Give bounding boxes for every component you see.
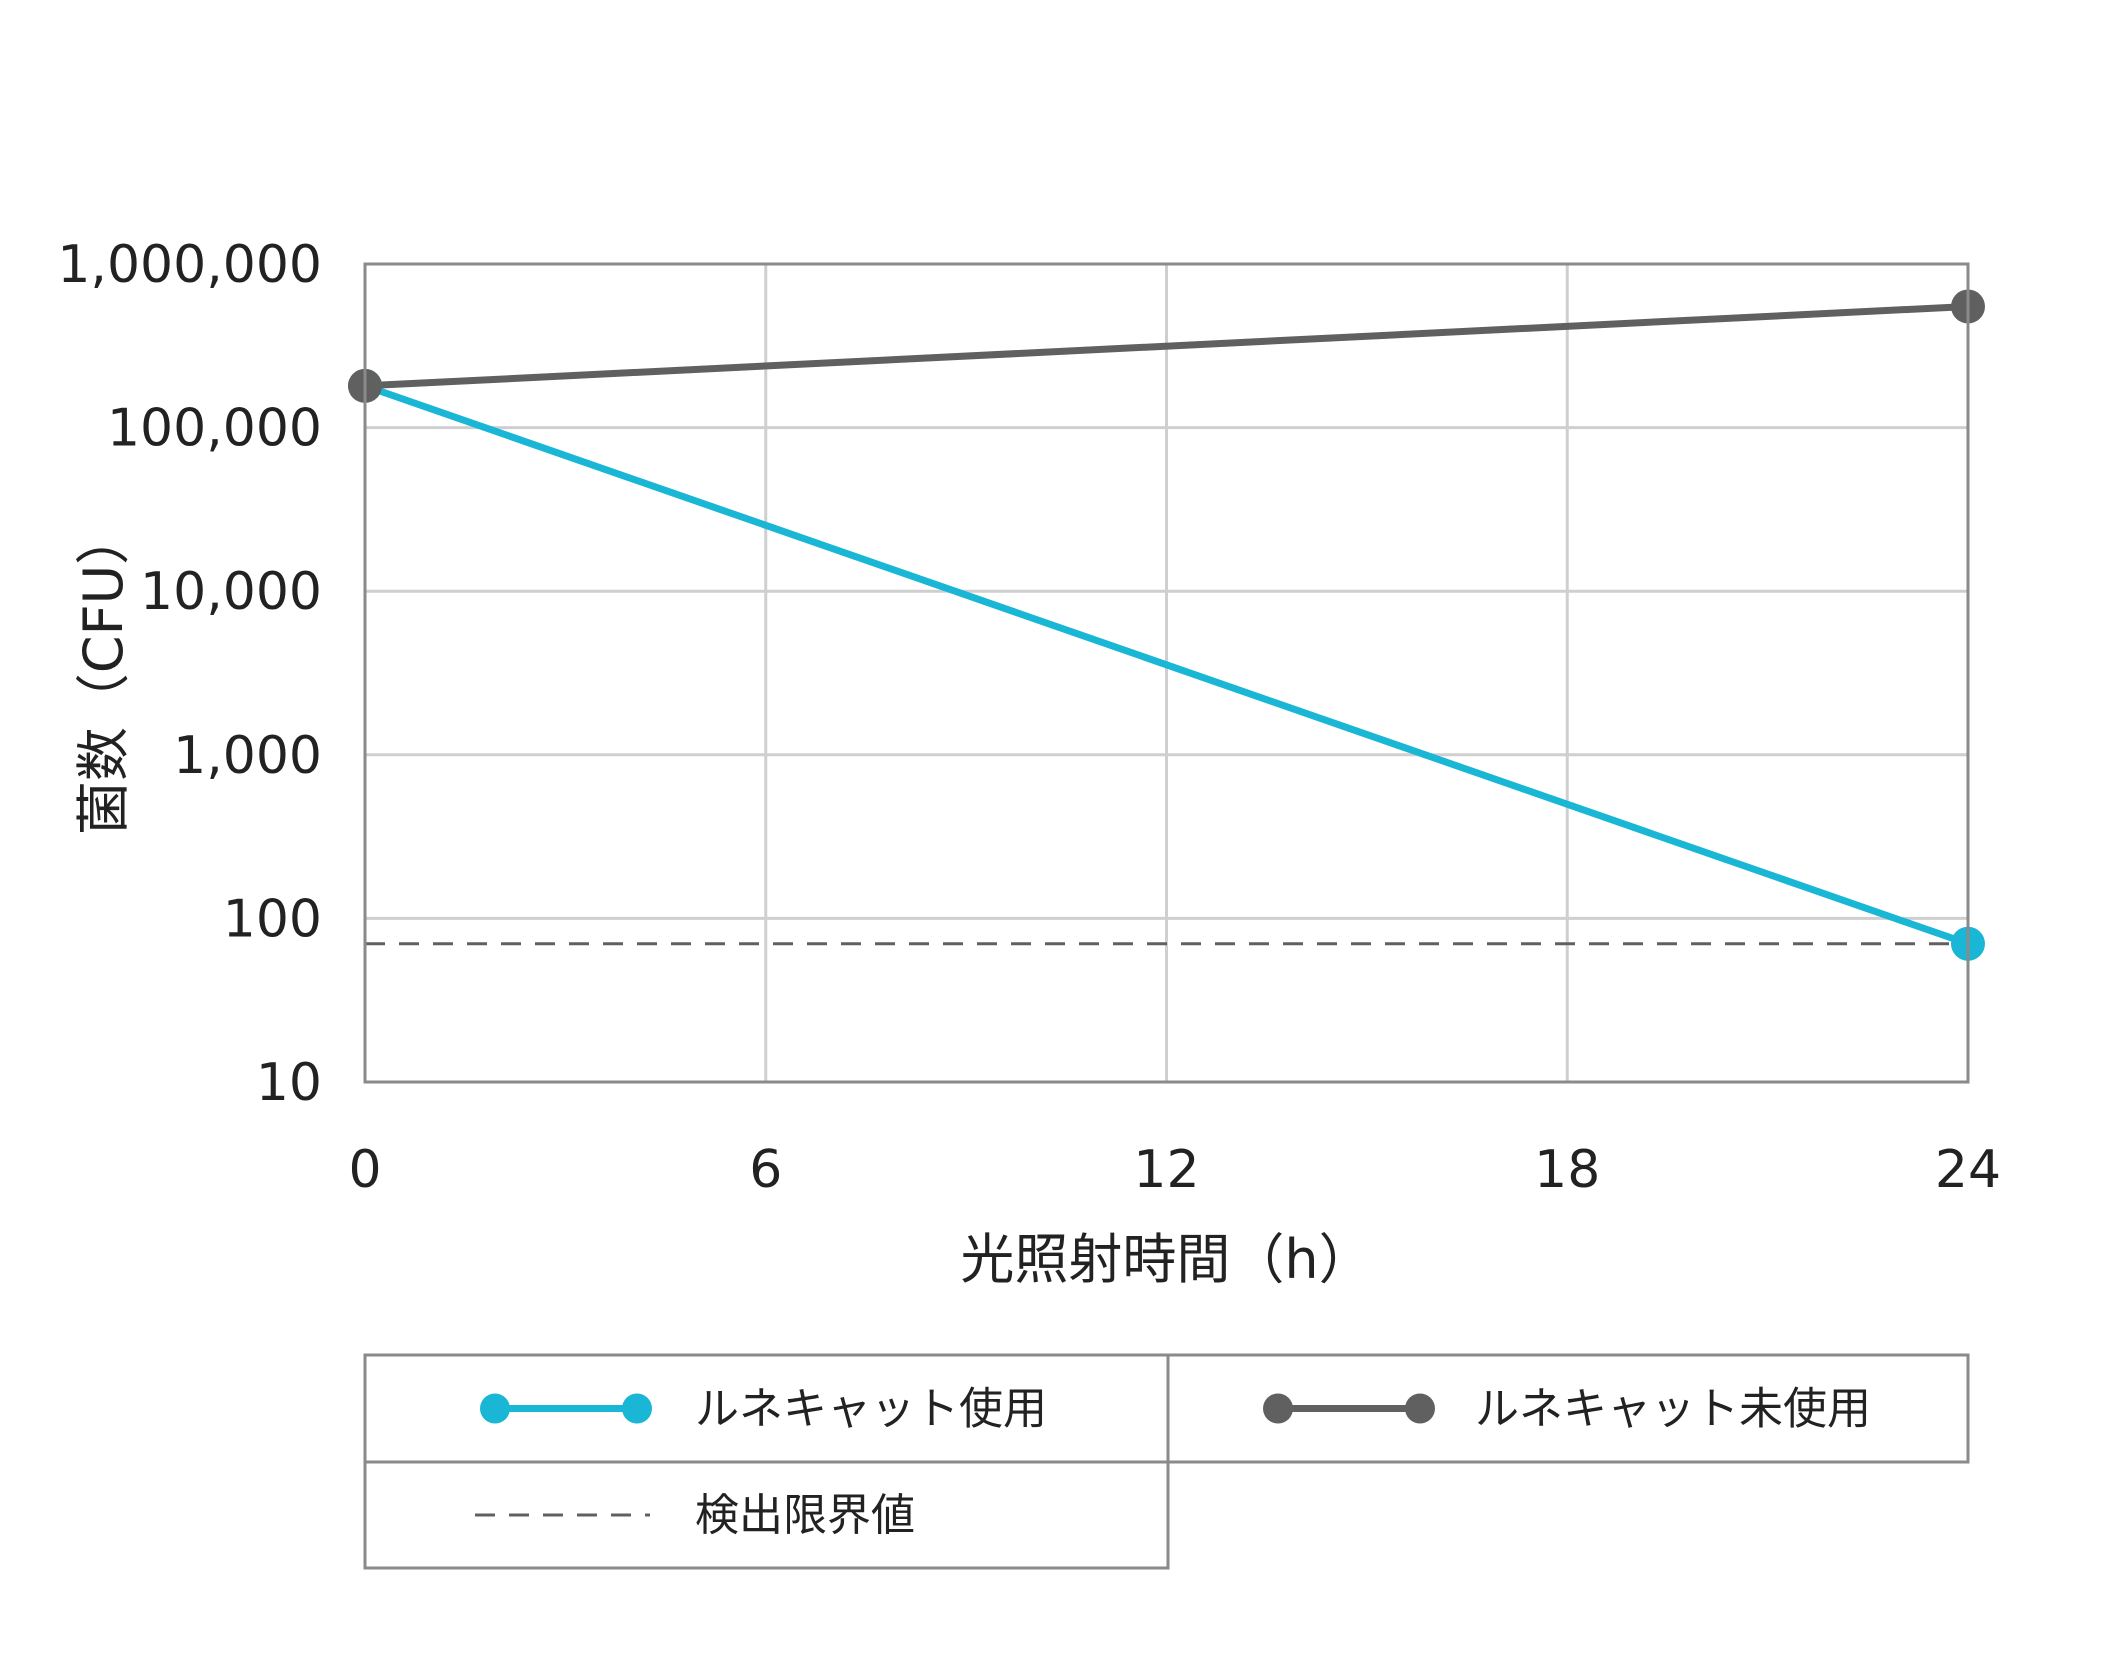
series-layer [348,289,1985,961]
legend-swatch-marker [622,1393,652,1424]
legend-label: ルネキャット使用 [695,1384,1047,1435]
y-tick-label: 10,000 [140,562,322,622]
x-tick-label: 12 [1133,1140,1199,1200]
y-tick-label: 1,000,000 [57,235,322,295]
series-line-1 [364,302,1969,390]
x-tick-label: 24 [1935,1140,2001,1200]
y-axis-title: 菌数（CFU） [72,511,135,835]
y-tick-label: 1,000 [173,726,322,786]
series-line-0 [363,382,1970,948]
y-tick-label: 100 [223,889,322,949]
x-tick-label: 0 [348,1140,381,1200]
legend-swatch-marker [1263,1393,1293,1424]
y-tick-labels: 10 100 1,000 10,000 100,000 1,000,000 [57,235,322,1113]
legend-label: 検出限界値 [695,1490,915,1541]
x-axis-title: 光照射時間（h） [960,1228,1372,1291]
plot-frame [363,262,1970,1084]
legend-swatch-marker [1405,1393,1435,1424]
grid [365,264,1968,1082]
x-tick-label: 6 [749,1140,782,1200]
x-tick-labels: 0 6 12 18 24 [348,1140,2001,1200]
legend-label: ルネキャット未使用 [1475,1384,1871,1435]
x-tick-label: 18 [1534,1140,1600,1200]
legend-cell [1166,1353,1970,1464]
legend-swatch-marker [480,1393,510,1424]
y-tick-label: 10 [256,1053,322,1113]
y-tick-label: 100,000 [107,399,322,459]
legend-cell [363,1460,1170,1570]
